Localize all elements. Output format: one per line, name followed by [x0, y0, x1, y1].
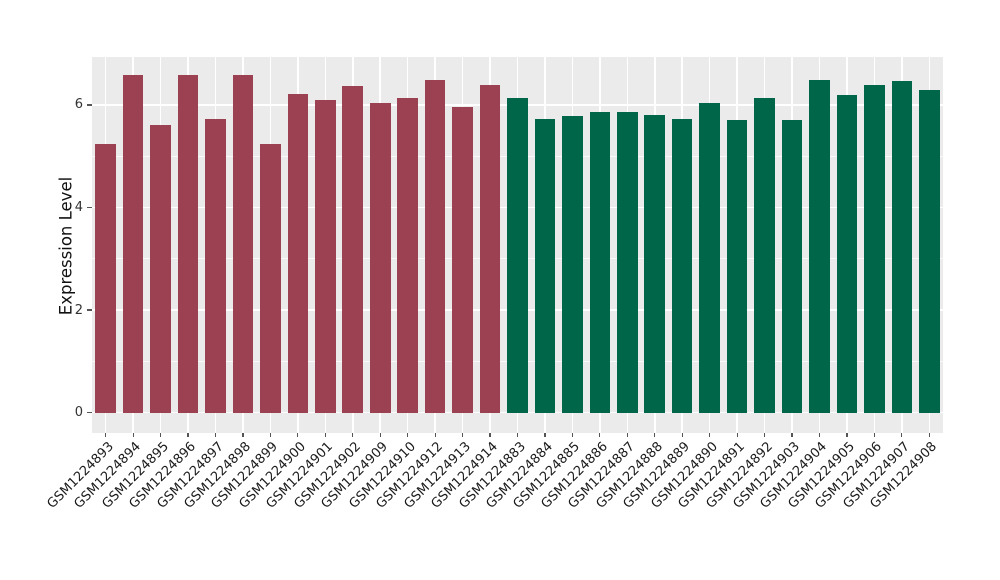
x-tick-mark	[160, 433, 162, 437]
x-tick-mark	[297, 433, 299, 437]
x-tick-mark	[873, 433, 875, 437]
plot-panel	[92, 57, 943, 433]
bar-GSM1224906	[864, 85, 885, 413]
x-tick-mark	[928, 433, 930, 437]
y-axis-title: Expression Level	[56, 176, 76, 316]
bar-GSM1224898	[232, 74, 254, 413]
x-tick-mark	[187, 433, 189, 437]
bar-GSM1224892	[754, 98, 775, 413]
bar-GSM1224903	[781, 120, 803, 413]
bar-GSM1224895	[150, 125, 171, 413]
bar-GSM1224908	[918, 89, 940, 413]
x-tick-mark	[269, 433, 272, 437]
x-tick-mark	[791, 433, 793, 437]
x-tick-mark	[352, 433, 354, 437]
bar-GSM1224889	[671, 118, 693, 413]
y-tick-mark	[87, 206, 92, 209]
bar-GSM1224893	[95, 144, 116, 413]
x-tick-mark	[626, 433, 628, 437]
bar-GSM1224888	[644, 114, 666, 413]
x-tick-mark	[681, 433, 683, 437]
bar-GSM1224900	[287, 94, 309, 413]
x-tick-mark	[379, 433, 381, 437]
bar-GSM1224904	[809, 79, 830, 413]
y-tick-mark	[87, 104, 92, 106]
bar-GSM1224883	[507, 97, 528, 413]
x-tick-mark	[132, 433, 134, 437]
x-tick-mark	[407, 433, 409, 437]
x-tick-mark	[105, 433, 107, 437]
y-tick-label: 2	[74, 302, 83, 318]
x-tick-mark	[818, 433, 821, 437]
x-tick-mark	[461, 433, 464, 437]
x-tick-mark	[434, 433, 436, 437]
x-tick-mark	[214, 433, 217, 437]
bar-GSM1224890	[699, 103, 720, 413]
bar-GSM1224913	[452, 106, 473, 413]
x-tick-mark	[599, 433, 601, 437]
bar-GSM1224902	[342, 86, 364, 413]
bar-GSM1224886	[589, 111, 611, 413]
bar-GSM1224894	[122, 75, 144, 413]
bar-GSM1224909	[369, 103, 391, 413]
bar-GSM1224901	[315, 99, 336, 413]
x-tick-mark	[242, 433, 244, 437]
bar-GSM1224884	[534, 118, 556, 413]
bar-GSM1224910	[397, 98, 418, 413]
y-tick-mark	[87, 411, 92, 414]
bar-GSM1224885	[562, 116, 583, 413]
y-tick-label: 4	[74, 200, 83, 215]
x-tick-mark	[901, 433, 903, 437]
bar-GSM1224912	[424, 79, 446, 413]
bar-GSM1224887	[617, 112, 638, 413]
bar-GSM1224914	[479, 85, 501, 413]
bar-GSM1224899	[260, 144, 281, 413]
bar-GSM1224891	[726, 120, 748, 413]
x-tick-mark	[324, 433, 326, 437]
major-gridline	[92, 411, 943, 414]
x-tick-mark	[544, 433, 546, 437]
bar-GSM1224907	[891, 81, 913, 413]
x-tick-mark	[846, 433, 848, 437]
x-tick-mark	[736, 433, 738, 437]
x-tick-mark	[709, 433, 711, 437]
x-tick-mark	[571, 433, 573, 437]
x-tick-mark	[516, 433, 519, 437]
bar-GSM1224896	[177, 75, 199, 413]
y-tick-label: 0	[74, 405, 83, 421]
x-tick-mark	[654, 433, 656, 437]
x-tick-mark	[763, 433, 766, 437]
bar-GSM1224897	[205, 119, 226, 413]
y-tick-label: 6	[74, 97, 83, 113]
y-tick-mark	[87, 309, 92, 311]
bar-GSM1224905	[836, 94, 858, 413]
x-tick-mark	[489, 433, 491, 437]
